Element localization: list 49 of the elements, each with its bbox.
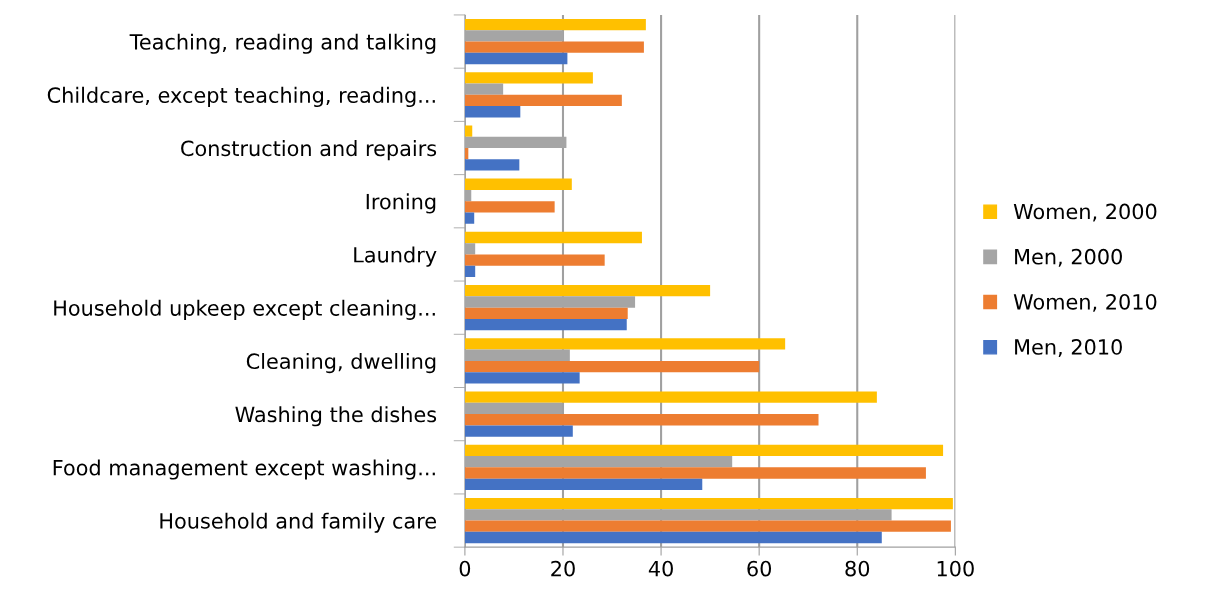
- y-tick-label: Household upkeep except cleaning...: [54, 299, 435, 320]
- bar: [464, 338, 786, 350]
- x-tick-label: 60: [747, 560, 772, 577]
- bar: [464, 444, 944, 457]
- bar: [464, 425, 573, 437]
- bar: [464, 18, 646, 31]
- bar: [464, 318, 627, 331]
- y-tick-label: Washing the dishes: [235, 406, 437, 427]
- bar: [464, 478, 703, 490]
- x-tick-label: 80: [845, 560, 870, 577]
- x-tick-label: 0: [459, 560, 471, 577]
- bar: [464, 159, 520, 171]
- legend-label: Men, 2010: [1015, 339, 1122, 357]
- y-tick-label: Household and family care: [160, 512, 436, 533]
- bar: [464, 231, 642, 244]
- bar: [464, 307, 628, 319]
- y-tick-label: Childcare, except teaching, reading...: [47, 86, 435, 108]
- legend-label: Men, 2000: [1015, 248, 1122, 267]
- y-tick-label: Food management except washing...: [53, 459, 435, 480]
- bar: [464, 285, 711, 297]
- bar: [464, 178, 572, 190]
- bar: [464, 531, 882, 544]
- bar: [464, 125, 473, 137]
- bar: [464, 212, 475, 224]
- y-tick-label: Construction and repairs: [181, 140, 437, 161]
- x-tick-label: 100: [937, 560, 974, 577]
- x-tick-label: 20: [551, 560, 575, 577]
- bar: [464, 201, 555, 213]
- bar: [464, 360, 760, 373]
- y-tick-label: Cleaning, dwelling: [246, 352, 436, 374]
- bar: [464, 106, 521, 118]
- bar: [464, 254, 605, 266]
- bar: [464, 414, 819, 426]
- bar: [464, 52, 568, 65]
- bar: [464, 72, 593, 84]
- y-tick-label: Teaching, reading and talking: [129, 33, 436, 54]
- bar: [464, 372, 580, 384]
- legend-label: Women, 2000: [1013, 203, 1157, 222]
- y-tick-label: Ironing: [366, 193, 436, 214]
- bar: [464, 391, 877, 403]
- legend-label: Women, 2010: [1013, 293, 1157, 312]
- bar: [464, 94, 622, 107]
- y-tick-label: Laundry: [354, 246, 437, 267]
- bar: [464, 41, 644, 53]
- bar: [464, 520, 951, 532]
- bar: [464, 497, 953, 510]
- x-tick-label: 40: [648, 560, 673, 577]
- bar: [464, 265, 476, 278]
- bar: [464, 467, 926, 479]
